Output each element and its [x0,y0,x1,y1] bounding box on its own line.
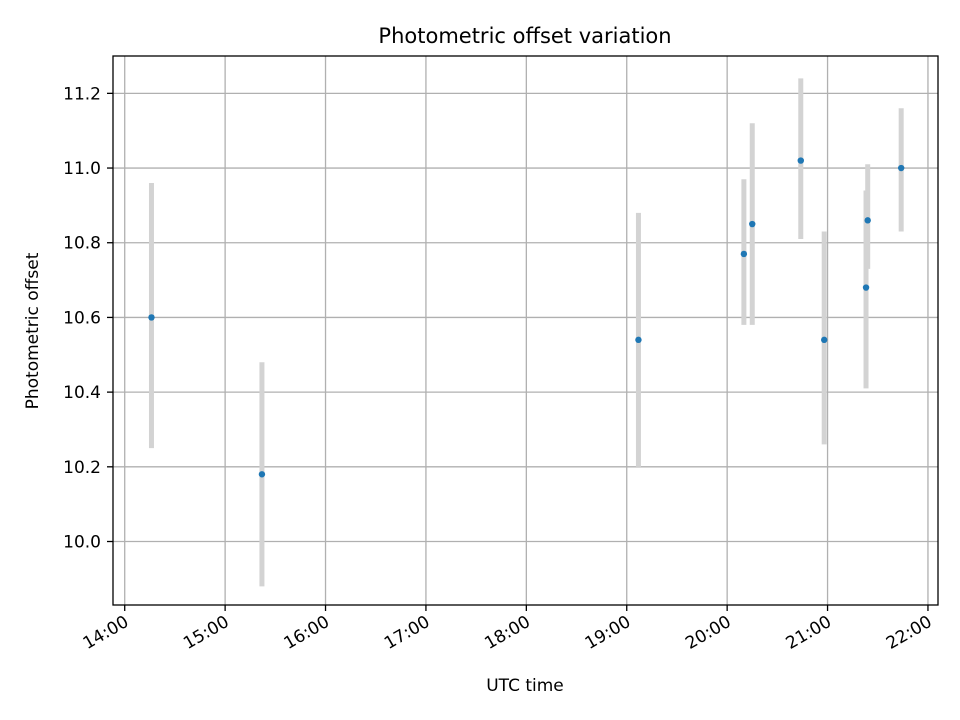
x-tick-label: 15:00 [180,612,232,654]
y-axis-ticks: 10.0 10.2 10.4 10.6 10.8 11.0 11.2 [63,84,113,553]
x-axis-title: UTC time [486,676,564,696]
x-axis-ticks: 14:00 15:00 16:00 17:00 18:00 19:00 20:00 21:00… [80,605,935,654]
x-tick-label: 20:00 [682,612,734,654]
data-points [148,157,905,478]
x-tick-label: 18:00 [481,612,533,654]
plot-frame [112,55,939,606]
y-tick-label: 11.2 [63,84,101,104]
y-tick-label: 11.0 [63,159,101,179]
x-tick-label: 17:00 [381,612,433,654]
y-axis-title: Photometric offset [23,252,43,409]
x-tick-label: 22:00 [883,612,935,654]
data-point [635,336,642,344]
grid [113,56,938,605]
y-tick-label: 10.4 [63,383,101,403]
x-tick-label: 14:00 [80,612,132,654]
data-point [797,157,804,164]
data-point [740,250,748,258]
data-point [821,336,828,344]
x-tick-label: 16:00 [281,612,333,654]
y-tick-label: 10.6 [63,308,101,328]
data-point [897,164,905,172]
data-point [749,220,756,228]
y-tick-label: 10.2 [63,458,101,478]
chart-title: Photometric offset variation [378,24,671,48]
data-point [864,217,871,224]
x-tick-label: 19:00 [582,612,634,654]
x-tick-label: 21:00 [783,612,835,654]
data-point [148,314,155,321]
y-tick-label: 10.8 [63,234,101,254]
data-point [258,471,266,478]
data-point [862,284,870,291]
y-tick-label: 10.0 [63,533,101,553]
